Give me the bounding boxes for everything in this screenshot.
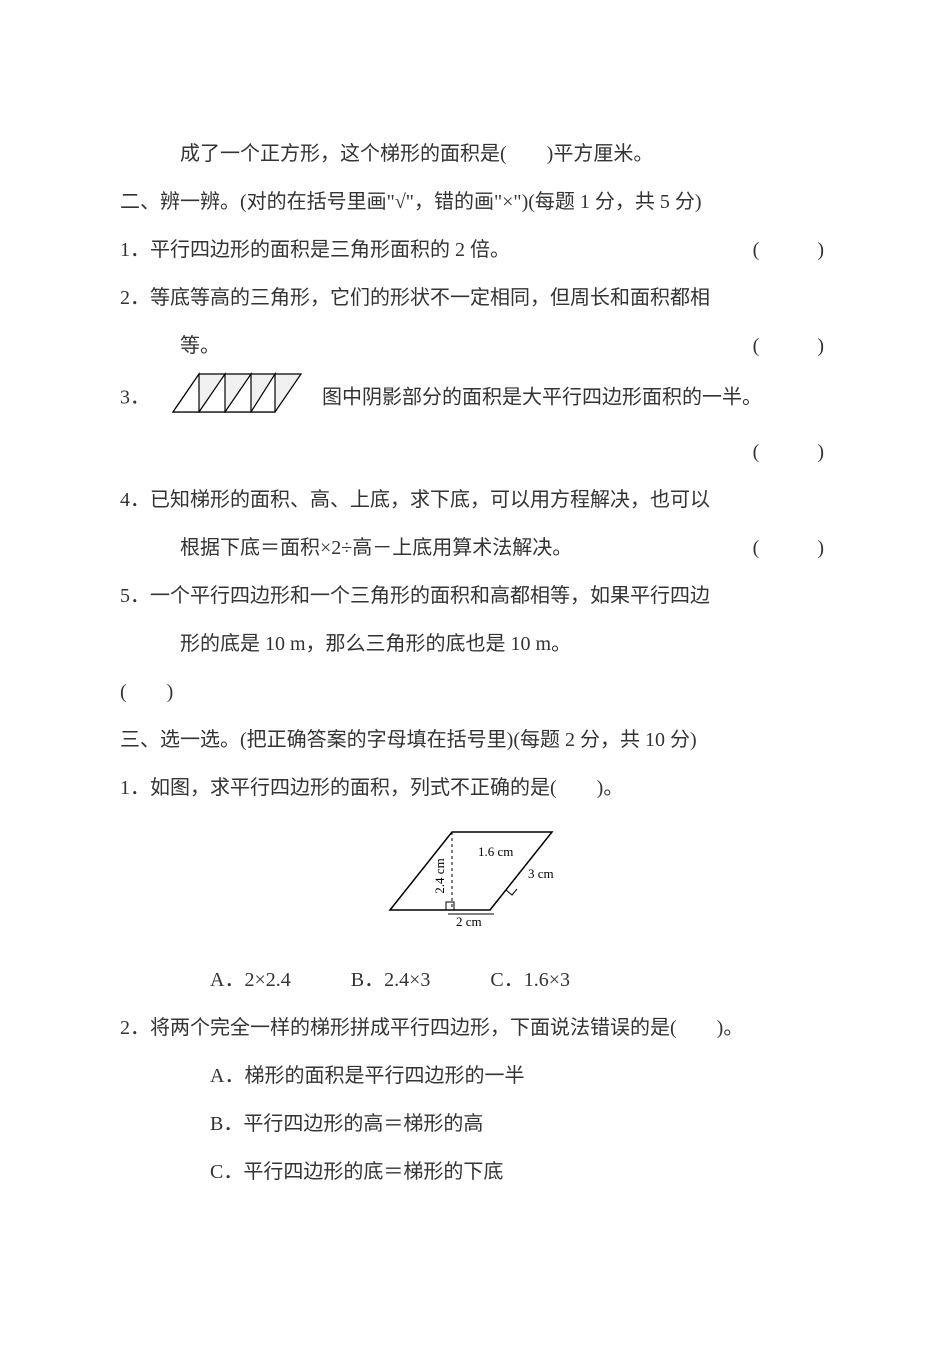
s2-q5-paren: ( ) [120,668,830,716]
s3-q2-opt-c: C．平行四边形的底＝梯形的下底 [210,1148,830,1196]
s2-q2-row: 等。 ( ) [120,322,830,370]
fig-label-2: 2 cm [456,914,482,929]
s2-q1: 1．平行四边形的面积是三角形面积的 2 倍。 ( ) [120,226,830,274]
s2-q4-row: 根据下底＝面积×2÷高－上底用算术法解决。 ( ) [120,524,830,572]
s2-q2b: 等。 [180,322,733,370]
s2-q2a: 2．等底等高的三角形，它们的形状不一定相同，但周长和面积都相 [120,274,830,322]
s3-q2-options: A．梯形的面积是平行四边形的一半 B．平行四边形的高＝梯形的高 C．平行四边形的… [120,1052,830,1196]
s2-q4b: 根据下底＝面积×2÷高－上底用算术法解决。 [180,524,733,572]
s2-q4a: 4．已知梯形的面积、高、上底，求下底，可以用方程解决，也可以 [120,476,830,524]
s2-q2-paren: ( ) [753,322,830,370]
s3-q1-opt-c: C．1.6×3 [490,956,570,1004]
s2-q1-paren: ( ) [753,226,830,274]
s3-q1-opt-b: B．2.4×3 [351,956,431,1004]
s2-q3-paren-row: ( ) [120,428,830,476]
intro-line: 成了一个正方形，这个梯形的面积是( )平方厘米。 [120,130,830,178]
s2-q3-prefix: 3． [120,387,150,409]
s3-q1: 1．如图，求平行四边形的面积，列式不正确的是( )。 [120,764,830,812]
section-2-title: 二、辨一辨。(对的在括号里画"√"，错的画"×")(每题 1 分，共 5 分) [120,178,830,226]
s3-q1-opt-a: A．2×2.4 [210,956,291,1004]
s2-q3-suffix: 图中阴影部分的面积是大平行四边形面积的一半。 [322,387,762,409]
s3-q1-figure: 2.4 cm 1.6 cm 3 cm 2 cm [120,820,830,948]
s3-q2-opt-b: B．平行四边形的高＝梯形的高 [210,1100,830,1148]
s2-q5a: 5．一个平行四边形和一个三角形的面积和高都相等，如果平行四边 [120,572,830,620]
s2-q3-paren: ( ) [753,428,830,476]
s3-q1-options: A．2×2.4 B．2.4×3 C．1.6×3 [120,956,830,1004]
parallelogram-triangles-icon [161,370,311,434]
s2-q4-paren: ( ) [753,524,830,572]
s2-q5b: 形的底是 10 m，那么三角形的底也是 10 m。 [120,620,830,668]
fig-label-24: 2.4 cm [432,858,447,893]
s2-q1-text: 1．平行四边形的面积是三角形面积的 2 倍。 [120,226,733,274]
fig-label-3: 3 cm [528,866,554,881]
fig-label-16: 1.6 cm [478,844,513,859]
s3-q2-opt-a: A．梯形的面积是平行四边形的一半 [210,1052,830,1100]
s2-q3-line: 3． 图中阴影部分的面积是大平行四边形面积的一半。 [120,370,830,428]
s3-q2: 2．将两个完全一样的梯形拼成平行四边形，下面说法错误的是( )。 [120,1004,830,1052]
section-3-title: 三、选一选。(把正确答案的字母填在括号里)(每题 2 分，共 10 分) [120,716,830,764]
